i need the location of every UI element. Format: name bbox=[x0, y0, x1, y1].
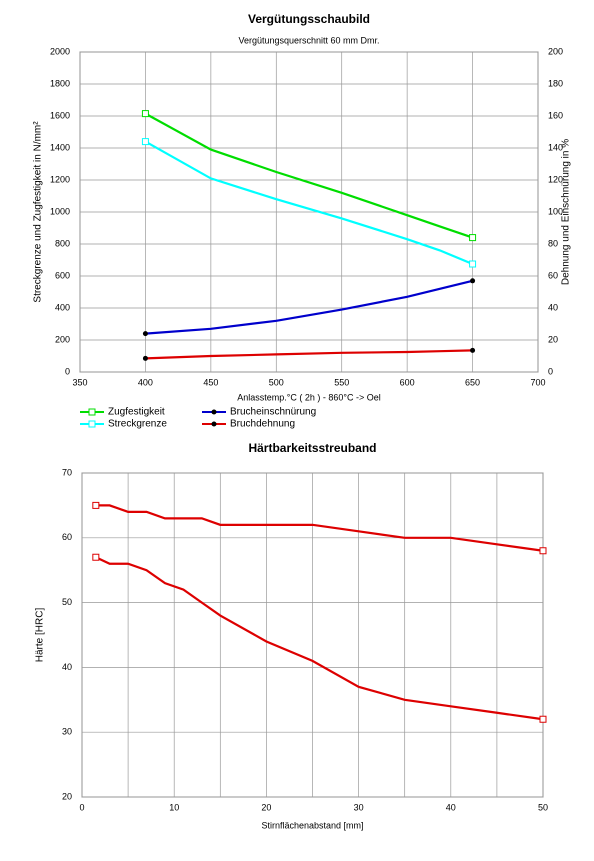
legend-marker bbox=[211, 421, 217, 427]
chart-title: Vergütungsschaubild bbox=[248, 12, 370, 26]
marker bbox=[142, 355, 148, 361]
y-tick-label: 1400 bbox=[50, 142, 70, 152]
series-line bbox=[145, 349, 473, 360]
y-tick-label: 60 bbox=[62, 532, 72, 542]
x-tick-label: 0 bbox=[79, 802, 84, 812]
x-axis-label: Anlasstemp.°C ( 2h ) - 860°C -> Oel bbox=[237, 392, 381, 402]
y2-tick-label: 0 bbox=[548, 366, 553, 376]
y-axis-label: Härte [HRC] bbox=[35, 608, 46, 663]
y2-tick-label: 40 bbox=[548, 302, 558, 312]
marker bbox=[92, 501, 100, 509]
y-tick-label: 0 bbox=[65, 366, 70, 376]
y2-tick-label: 180 bbox=[548, 78, 563, 88]
y2-tick-label: 80 bbox=[548, 238, 558, 248]
y-tick-label: 20 bbox=[62, 791, 72, 801]
y2-tick-label: 120 bbox=[548, 174, 563, 184]
marker bbox=[539, 547, 547, 555]
y2-tick-label: 200 bbox=[548, 46, 563, 56]
y-tick-label: 1800 bbox=[50, 78, 70, 88]
legend-marker bbox=[88, 420, 96, 428]
y-tick-label: 800 bbox=[55, 238, 70, 248]
y-tick-label: 200 bbox=[55, 334, 70, 344]
series-line bbox=[95, 504, 544, 552]
y2-tick-label: 20 bbox=[548, 334, 558, 344]
marker bbox=[141, 110, 149, 118]
marker bbox=[469, 234, 477, 242]
x-tick-label: 10 bbox=[169, 802, 179, 812]
y2-tick-label: 60 bbox=[548, 270, 558, 280]
x-tick-label: 30 bbox=[354, 802, 364, 812]
series-line bbox=[144, 112, 473, 239]
y-tick-label: 40 bbox=[62, 662, 72, 672]
marker bbox=[142, 331, 148, 337]
y-axis-label: Streckgrenze und Zugfestigkeit in N/mm² bbox=[33, 121, 44, 303]
x-axis-label: Stirnflächenabstand [mm] bbox=[261, 820, 363, 830]
x-tick-label: 550 bbox=[334, 377, 349, 387]
series-line bbox=[145, 279, 473, 335]
x-tick-label: 600 bbox=[400, 377, 415, 387]
legend-marker bbox=[88, 408, 96, 416]
x-tick-label: 50 bbox=[538, 802, 548, 812]
y-tick-label: 400 bbox=[55, 302, 70, 312]
y-tick-label: 1600 bbox=[50, 110, 70, 120]
x-tick-label: 350 bbox=[72, 377, 87, 387]
y-tick-label: 50 bbox=[62, 597, 72, 607]
x-tick-label: 20 bbox=[261, 802, 271, 812]
x-tick-label: 650 bbox=[465, 377, 480, 387]
x-tick-label: 500 bbox=[269, 377, 284, 387]
chart-title: Härtbarkeitsstreuband bbox=[248, 441, 376, 455]
y-tick-label: 30 bbox=[62, 727, 72, 737]
y2-axis-label: Dehnung und Einschnürung in % bbox=[561, 139, 572, 285]
marker bbox=[92, 553, 100, 561]
series-line bbox=[95, 556, 544, 721]
y-tick-label: 1200 bbox=[50, 174, 70, 184]
x-tick-label: 450 bbox=[203, 377, 218, 387]
y-tick-label: 1000 bbox=[50, 206, 70, 216]
legend-label: Streckgrenze bbox=[108, 419, 167, 430]
marker bbox=[470, 347, 476, 353]
marker bbox=[469, 260, 477, 268]
x-tick-label: 400 bbox=[138, 377, 153, 387]
legend-label: Zugfestigkeit bbox=[108, 407, 165, 418]
y2-tick-label: 100 bbox=[548, 206, 563, 216]
y-tick-label: 70 bbox=[62, 467, 72, 477]
legend-marker bbox=[211, 409, 217, 415]
marker bbox=[470, 278, 476, 284]
chart-subtitle: Vergütungsquerschnitt 60 mm Dmr. bbox=[238, 35, 379, 45]
legend-label: Brucheinschnürung bbox=[230, 407, 316, 418]
y-tick-label: 2000 bbox=[50, 46, 70, 56]
legend-label: Bruchdehnung bbox=[230, 419, 295, 430]
marker bbox=[141, 138, 149, 146]
marker bbox=[539, 715, 547, 723]
y2-tick-label: 140 bbox=[548, 142, 563, 152]
x-tick-label: 700 bbox=[530, 377, 545, 387]
x-tick-label: 40 bbox=[446, 802, 456, 812]
y-tick-label: 600 bbox=[55, 270, 70, 280]
series-line bbox=[144, 140, 473, 266]
y2-tick-label: 160 bbox=[548, 110, 563, 120]
